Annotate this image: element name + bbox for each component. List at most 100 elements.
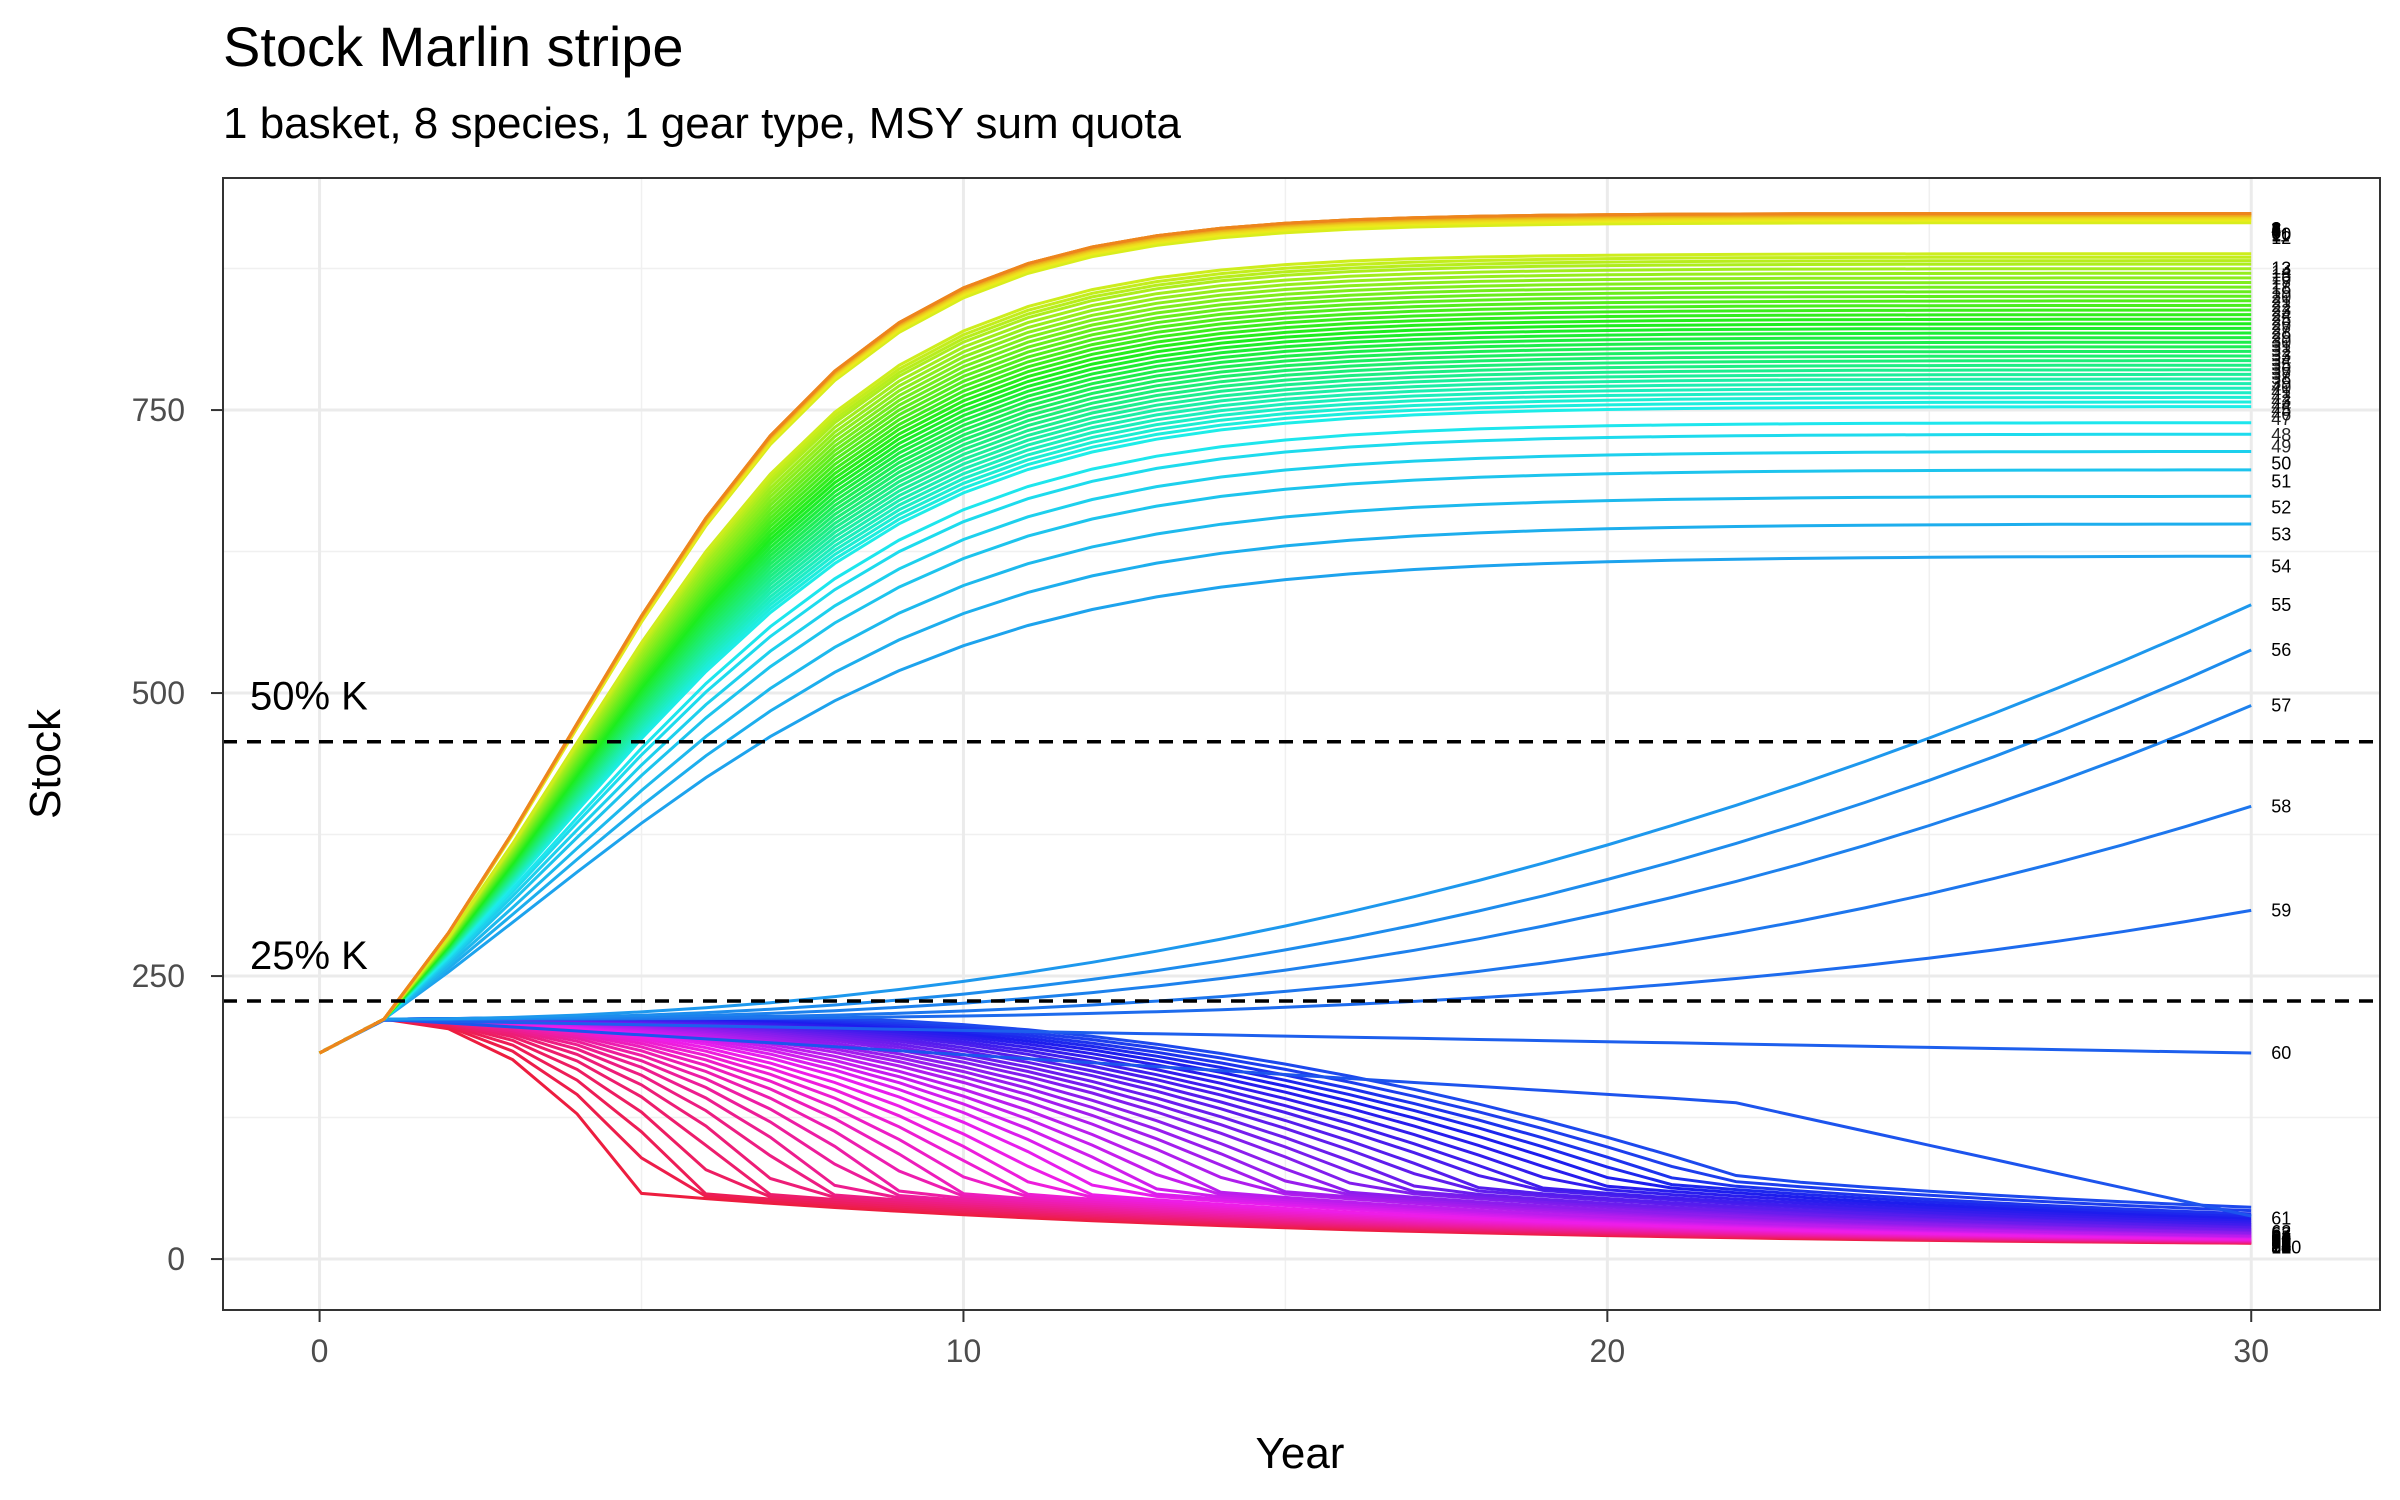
line-end-label-19: 19	[2271, 282, 2291, 302]
series-line-35	[318, 349, 2252, 1055]
series-line-53	[318, 522, 2252, 1055]
series-line-1	[318, 212, 2252, 1055]
series-line-40	[318, 372, 2252, 1055]
line-end-label-35: 35	[2271, 355, 2291, 375]
series-line-21	[318, 285, 2252, 1055]
line-end-label-3: 3	[2271, 219, 2281, 239]
line-end-label-70: 70	[2271, 1232, 2291, 1252]
line-end-label-2: 2	[2271, 219, 2281, 239]
line-end-label-71: 71	[2271, 1233, 2291, 1253]
line-end-label-50: 50	[2271, 453, 2291, 473]
x-axis-ticks: 0 10 20 30	[311, 1310, 2269, 1369]
line-end-label-1: 1	[2271, 219, 2281, 239]
line-end-label-38: 38	[2271, 368, 2291, 388]
series-line-18	[318, 271, 2252, 1055]
line-end-label-24: 24	[2271, 305, 2291, 325]
line-end-label-63: 63	[2271, 1224, 2291, 1244]
line-end-label-44: 44	[2271, 396, 2291, 416]
line-end-label-23: 23	[2271, 300, 2291, 320]
line-end-label-22: 22	[2271, 296, 2291, 316]
line-end-label-26: 26	[2271, 314, 2291, 334]
line-end-label-61: 61	[2271, 1208, 2291, 1228]
series-line-17	[318, 267, 2252, 1055]
series-line-38	[318, 363, 2252, 1055]
series-line-52	[318, 494, 2252, 1055]
line-end-label-96: 96	[2271, 1238, 2291, 1258]
line-end-labels: 1009998979695949392919089888786858483828…	[2271, 219, 2301, 1258]
line-end-label-42: 42	[2271, 386, 2291, 406]
series-line-39	[318, 368, 2252, 1055]
line-end-label-72: 72	[2271, 1233, 2291, 1253]
line-end-label-36: 36	[2271, 359, 2291, 379]
series-line-45	[318, 395, 2252, 1055]
line-end-label-76: 76	[2271, 1235, 2291, 1255]
line-end-label-37: 37	[2271, 364, 2291, 384]
line-end-label-55: 55	[2271, 595, 2291, 615]
line-end-label-53: 53	[2271, 525, 2291, 545]
series-line-54	[318, 554, 2252, 1055]
line-end-label-21: 21	[2271, 291, 2291, 311]
line-end-label-78: 78	[2271, 1235, 2291, 1255]
line-end-label-81: 81	[2271, 1237, 2291, 1257]
line-end-label-94: 94	[2271, 1238, 2291, 1258]
line-end-label-48: 48	[2271, 425, 2291, 445]
line-end-label-98: 98	[2271, 1238, 2291, 1258]
line-end-label-33: 33	[2271, 346, 2291, 366]
series-line-60	[318, 1018, 2252, 1055]
series-line-37	[318, 359, 2252, 1055]
series-line-46	[318, 400, 2252, 1055]
line-end-label-83: 83	[2271, 1237, 2291, 1257]
line-end-label-46: 46	[2271, 405, 2291, 425]
series-line-43	[318, 386, 2252, 1055]
line-end-label-34: 34	[2271, 350, 2291, 370]
x-tick-label: 20	[1590, 1333, 1626, 1369]
line-end-label-87: 87	[2271, 1238, 2291, 1258]
line-end-label-90: 90	[2271, 1238, 2291, 1258]
ref-label: 25% K	[250, 934, 368, 978]
line-end-label-30: 30	[2271, 332, 2291, 352]
line-end-label-29: 29	[2271, 328, 2291, 348]
line-end-label-59: 59	[2271, 900, 2291, 920]
series-line-50	[318, 450, 2252, 1055]
y-tick-label: 750	[132, 392, 185, 428]
chart-subtitle: 1 basket, 8 species, 1 gear type, MSY su…	[223, 99, 1181, 148]
line-end-label-56: 56	[2271, 640, 2291, 660]
line-end-label-73: 73	[2271, 1234, 2291, 1254]
series-line-23	[318, 294, 2252, 1055]
line-end-label-14: 14	[2271, 262, 2291, 282]
line-end-label-92: 92	[2271, 1238, 2291, 1258]
line-end-label-20: 20	[2271, 287, 2291, 307]
series-line-32	[318, 336, 2252, 1055]
line-end-label-18: 18	[2271, 278, 2291, 298]
y-tick-label: 0	[167, 1241, 185, 1277]
line-end-label-9: 9	[2271, 223, 2281, 243]
series-line-33	[318, 340, 2252, 1055]
line-end-label-86: 86	[2271, 1238, 2291, 1258]
line-end-label-28: 28	[2271, 323, 2291, 343]
line-end-label-79: 79	[2271, 1235, 2291, 1255]
line-end-label-7: 7	[2271, 221, 2281, 241]
series-line-51	[318, 468, 2252, 1055]
line-end-label-4: 4	[2271, 220, 2281, 240]
line-end-label-45: 45	[2271, 400, 2291, 420]
line-end-label-82: 82	[2271, 1237, 2291, 1257]
line-end-label-11: 11	[2271, 226, 2290, 246]
line-end-label-64: 64	[2271, 1226, 2291, 1246]
line-end-label-93: 93	[2271, 1238, 2291, 1258]
series-line-26	[318, 308, 2252, 1055]
line-end-label-40: 40	[2271, 377, 2291, 397]
line-end-label-51: 51	[2271, 471, 2291, 491]
series-line-28	[318, 317, 2252, 1055]
line-end-label-39: 39	[2271, 373, 2291, 393]
chart-title: Stock Marlin stripe	[223, 15, 684, 78]
y-tick-label: 250	[132, 958, 185, 994]
x-tick-label: 0	[311, 1333, 329, 1369]
line-end-label-74: 74	[2271, 1234, 2291, 1254]
line-end-label-43: 43	[2271, 391, 2291, 411]
line-end-label-99: 99	[2271, 1238, 2291, 1258]
line-end-label-84: 84	[2271, 1237, 2291, 1257]
line-end-label-52: 52	[2271, 497, 2291, 517]
line-end-label-31: 31	[2271, 337, 2291, 357]
line-end-label-60: 60	[2271, 1043, 2291, 1063]
